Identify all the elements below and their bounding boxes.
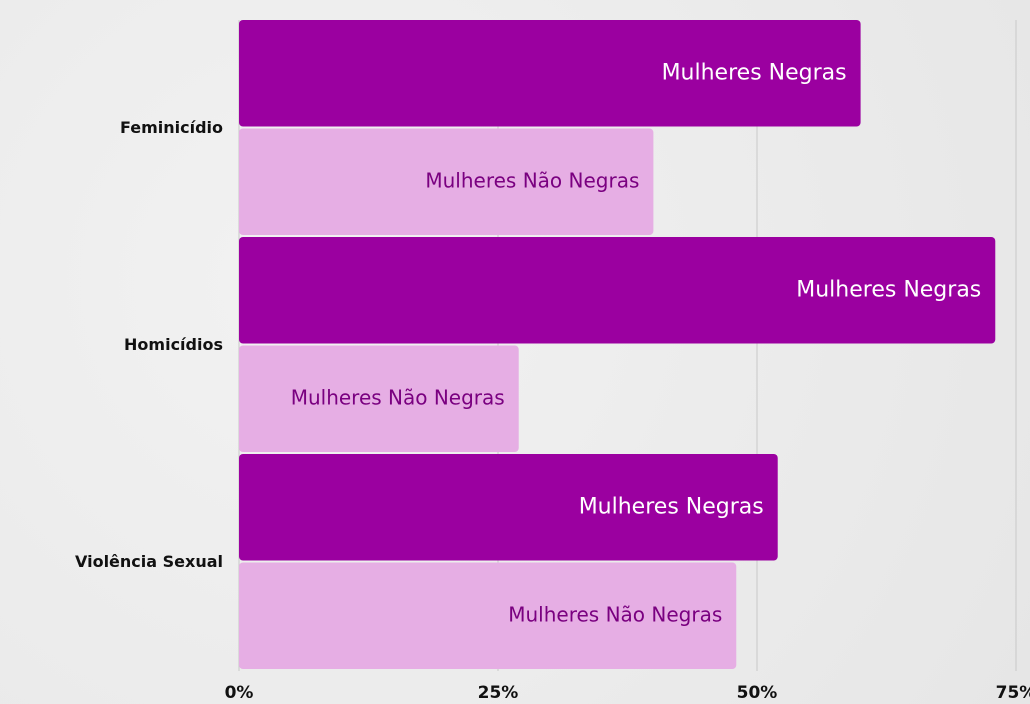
bar-label: Mulheres Não Negras [291,385,505,409]
chart: 0% 25% 50% 75% Feminicídio Mulheres Negras Mul… [0,0,1030,704]
bar-label: Mulheres Negras [662,60,847,85]
bar-label: Mulheres Negras [579,494,764,519]
bar-label: Mulheres Não Negras [508,602,722,626]
x-tick-label: 0% [225,683,254,703]
y-tick-label: Homicídios [124,335,223,354]
page: 0% 25% 50% 75% Feminicídio Mulheres Negras Mul… [0,0,1030,704]
bar-label: Mulheres Negras [796,277,981,302]
x-tick-label: 25% [478,683,519,703]
y-tick-label: Feminicídio [120,118,223,137]
y-tick-label: Violência Sexual [75,552,223,571]
x-tick-label: 75% [996,683,1030,703]
x-tick-label: 50% [737,683,778,703]
bar-label: Mulheres Não Negras [425,168,639,192]
